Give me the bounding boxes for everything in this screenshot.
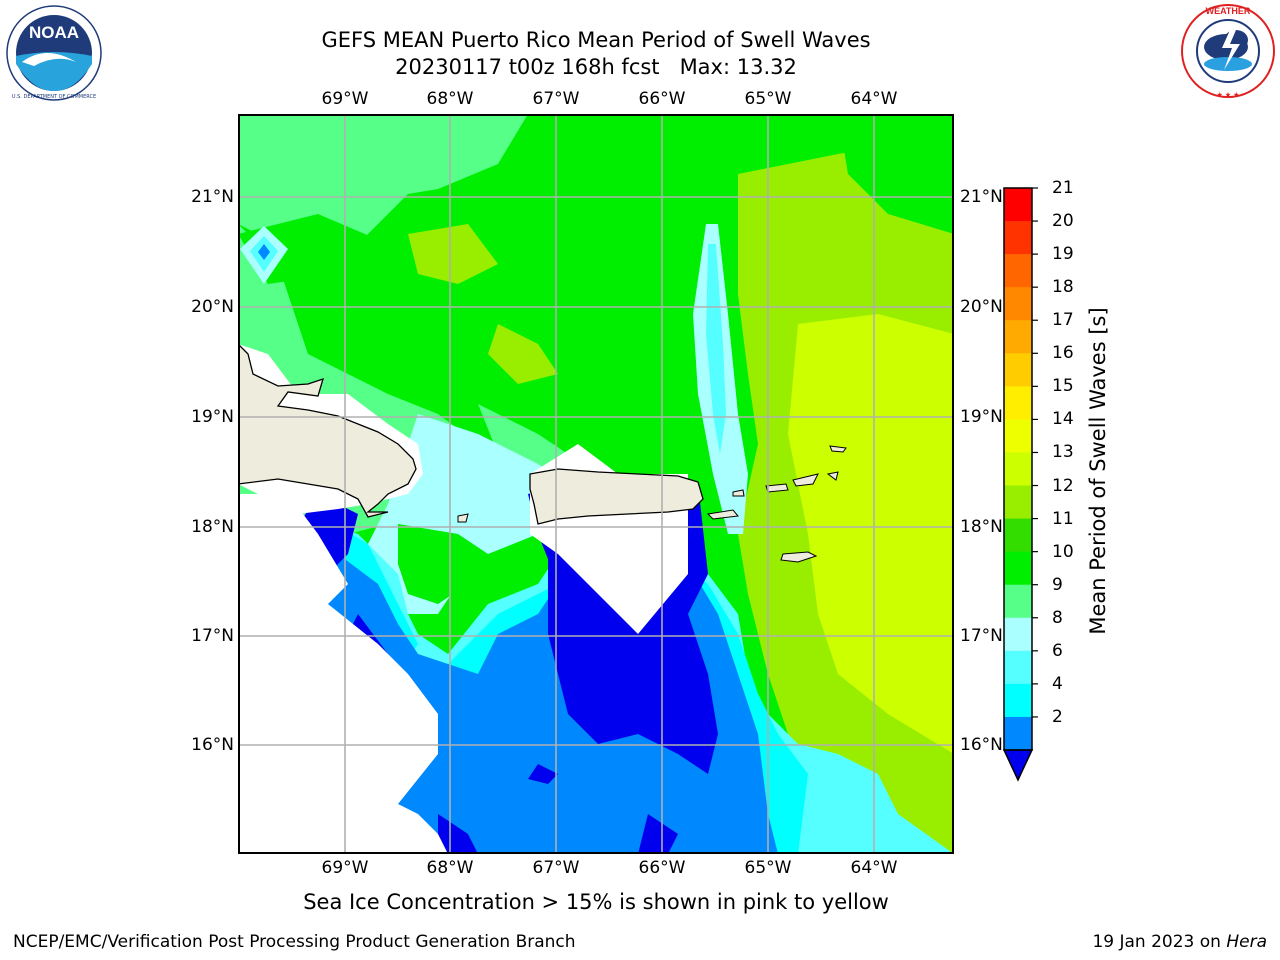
colorbar-label: 18 [1052,277,1074,298]
colorbar-swatch [1004,650,1032,685]
colorbar-swatch [1004,617,1032,652]
colorbar-label: 2 [1052,706,1063,727]
lon-label-top: 65°W [744,89,792,109]
lon-label-bottom: 68°W [426,858,474,878]
nws-logo: WEATHER ★ ★ ★ [1181,4,1275,99]
colorbar-swatch [1004,452,1032,487]
colorbar-label: 4 [1052,673,1063,694]
colorbar-swatch [1004,584,1032,619]
colorbar-label: 12 [1052,475,1074,496]
colorbar-label: 16 [1052,343,1074,364]
colorbar-label: 11 [1052,508,1074,529]
colorbar-swatch [1004,221,1032,255]
colorbar-label: 10 [1052,541,1074,562]
colorbar-extend-min [1002,749,1034,782]
svg-text:★ ★ ★: ★ ★ ★ [1217,91,1240,99]
swell-period-map [238,114,954,854]
lat-label-left: 18°N [191,517,234,537]
lon-label-bottom: 64°W [850,858,898,878]
colorbar-swatch [1004,485,1032,520]
lon-label-top: 68°W [426,89,474,109]
colorbar-label: 8 [1052,607,1063,628]
colorbar-swatch [1004,188,1032,222]
colorbar-swatch [1004,716,1032,751]
lon-label-top: 69°W [321,89,369,109]
lat-label-right: 16°N [960,735,1003,755]
lon-label-bottom: 65°W [744,858,792,878]
lat-label-right: 20°N [960,297,1003,317]
colorbar-title: Mean Period of Swell Waves [s] [1086,307,1110,635]
colorbar-label: 6 [1052,640,1063,661]
svg-text:WEATHER: WEATHER [1206,6,1251,16]
lat-label-right: 18°N [960,517,1003,537]
colorbar-swatch [1004,287,1032,321]
colorbar-label: 9 [1052,574,1063,595]
colorbar-swatch [1004,386,1032,420]
colorbar-label: 19 [1052,244,1074,265]
sea-ice-caption: Sea Ice Concentration > 15% is shown in … [303,890,889,914]
no-data-area [238,494,448,854]
field-13-14 [788,314,954,754]
colorbar-swatch [1004,419,1032,453]
lon-label-bottom: 69°W [321,858,369,878]
lat-label-left: 20°N [191,297,234,317]
svg-text:U.S. DEPARTMENT OF COMMERCE: U.S. DEPARTMENT OF COMMERCE [12,94,96,100]
lat-label-right: 21°N [960,187,1003,207]
colorbar-swatch [1004,254,1032,288]
colorbar-label: 17 [1052,310,1074,331]
colorbar-label: 14 [1052,409,1074,430]
lat-label-left: 17°N [191,626,234,646]
colorbar-swatch [1004,683,1032,718]
colorbar-swatch [1004,353,1032,387]
colorbar-label: 21 [1052,178,1074,198]
colorbar [1002,187,1038,782]
lon-label-top: 66°W [638,89,686,109]
land-hispaniola [238,343,417,518]
lat-label-left: 19°N [191,407,234,427]
lat-label-left: 16°N [191,735,234,755]
colorbar-label: 15 [1052,376,1074,397]
footer-date: 19 Jan 2023 on Hera [1092,932,1267,952]
lat-label-left: 21°N [191,187,234,207]
lon-label-top: 64°W [850,89,898,109]
svg-text:NOAA: NOAA [29,23,79,42]
chart-title: GEFS MEAN Puerto Rico Mean Period of Swe… [321,28,871,52]
lon-label-bottom: 66°W [638,858,686,878]
footer-branch: NCEP/EMC/Verification Post Processing Pr… [13,932,576,952]
lon-label-bottom: 67°W [532,858,580,878]
colorbar-swatch [1004,518,1032,553]
graticule [238,114,954,854]
footer-date-text: 19 Jan 2023 on [1092,932,1227,952]
noaa-logo: NOAA U.S. DEPARTMENT OF COMMERCE [6,5,102,101]
footer-host: Hera [1226,932,1267,952]
colorbar-label: 13 [1052,442,1074,463]
colorbar-swatch [1004,320,1032,354]
chart-subtitle: 20230117 t00z 168h fcst Max: 13.32 [395,55,797,79]
colorbar-swatch [1004,551,1032,586]
lat-label-right: 17°N [960,626,1003,646]
lat-label-right: 19°N [960,407,1003,427]
land-puerto-rico [529,468,704,525]
colorbar-label: 20 [1052,211,1074,232]
lon-label-top: 67°W [532,89,580,109]
